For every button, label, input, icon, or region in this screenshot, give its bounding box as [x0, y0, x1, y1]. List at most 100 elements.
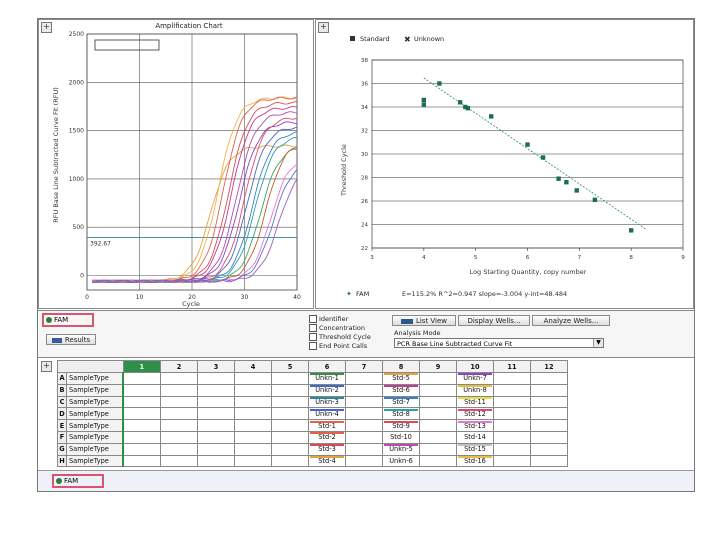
- sample-type-cell[interactable]: SampleType: [66, 383, 124, 397]
- plate-well[interactable]: [493, 372, 531, 385]
- plate-well[interactable]: [234, 395, 272, 409]
- plate-well[interactable]: Std-9: [382, 419, 420, 432]
- plate-well[interactable]: [160, 454, 198, 468]
- column-header[interactable]: 8: [382, 360, 420, 373]
- row-header[interactable]: D: [57, 407, 67, 421]
- sample-type-cell[interactable]: SampleType: [66, 372, 124, 385]
- display-wells-button[interactable]: Display Wells...: [458, 315, 530, 326]
- sample-type-cell[interactable]: SampleType: [66, 442, 124, 456]
- plate-well[interactable]: [160, 407, 198, 421]
- plate-well[interactable]: [122, 383, 161, 397]
- plate-well[interactable]: [160, 419, 198, 432]
- plate-well[interactable]: [197, 419, 235, 432]
- plate-well[interactable]: Std-4: [308, 454, 346, 468]
- plate-well[interactable]: [122, 430, 161, 444]
- plate-well[interactable]: Std-6: [382, 383, 420, 397]
- plate-well[interactable]: Unkn-1: [308, 372, 346, 385]
- plate-well[interactable]: [419, 442, 457, 456]
- plate-well[interactable]: [234, 454, 272, 468]
- plate-well[interactable]: [197, 383, 235, 397]
- column-header[interactable]: 1: [122, 360, 161, 373]
- row-header[interactable]: E: [57, 419, 67, 432]
- column-header[interactable]: 11: [493, 360, 531, 373]
- plate-well[interactable]: Std-1: [308, 419, 346, 432]
- plate-well[interactable]: [530, 430, 568, 444]
- chevron-down-icon[interactable]: ▼: [593, 339, 603, 347]
- plate-well[interactable]: [234, 407, 272, 421]
- results-button[interactable]: Results: [46, 334, 96, 345]
- checkbox-identifier[interactable]: Identifier: [309, 315, 348, 323]
- row-header[interactable]: C: [57, 395, 67, 409]
- sample-type-cell[interactable]: SampleType: [66, 419, 124, 432]
- plate-well[interactable]: [493, 395, 531, 409]
- plate-well[interactable]: Std-15: [456, 442, 494, 456]
- row-header[interactable]: G: [57, 442, 67, 456]
- plate-well[interactable]: [197, 407, 235, 421]
- plate-well[interactable]: Std-2: [308, 430, 346, 444]
- analysis-mode-select[interactable]: PCR Base Line Subtracted Curve Fit ▼: [394, 338, 604, 348]
- plate-well[interactable]: Std-13: [456, 419, 494, 432]
- sample-type-cell[interactable]: SampleType: [66, 395, 124, 409]
- plate-well[interactable]: [271, 419, 309, 432]
- plate-well[interactable]: [419, 454, 457, 468]
- plate-well[interactable]: Unkn-8: [456, 383, 494, 397]
- plate-well[interactable]: [234, 419, 272, 432]
- plate-well[interactable]: [122, 372, 161, 385]
- plate-well[interactable]: [197, 454, 235, 468]
- analyze-wells-button[interactable]: Analyze Wells...: [532, 315, 610, 326]
- plate-well[interactable]: [271, 372, 309, 385]
- plate-well[interactable]: Std-7: [382, 395, 420, 409]
- plate-well[interactable]: [271, 407, 309, 421]
- expand-icon[interactable]: +: [41, 22, 52, 33]
- plate-well[interactable]: Unkn-2: [308, 383, 346, 397]
- plate-well[interactable]: [345, 383, 383, 397]
- plate-well[interactable]: [419, 419, 457, 432]
- list-view-button[interactable]: List View: [392, 315, 456, 326]
- plate-well[interactable]: [530, 454, 568, 468]
- plate-well[interactable]: [493, 454, 531, 468]
- plate-well[interactable]: Std-12: [456, 407, 494, 421]
- plate-well[interactable]: [530, 442, 568, 456]
- plate-well[interactable]: [345, 407, 383, 421]
- checkbox-threshold-cycle[interactable]: Threshold Cycle: [309, 333, 371, 341]
- checkbox-concentration[interactable]: Concentration: [309, 324, 365, 332]
- plate-well[interactable]: [197, 430, 235, 444]
- row-header[interactable]: F: [57, 430, 67, 444]
- column-header[interactable]: 10: [456, 360, 494, 373]
- plate-well[interactable]: Unkn-4: [308, 407, 346, 421]
- plate-well[interactable]: [530, 419, 568, 432]
- plate-well[interactable]: Unkn-6: [382, 454, 420, 468]
- row-header[interactable]: B: [57, 383, 67, 397]
- plate-well[interactable]: Std-3: [308, 442, 346, 456]
- plate-well[interactable]: [271, 383, 309, 397]
- plate-well[interactable]: Unkn-5: [382, 442, 420, 456]
- plate-well[interactable]: [419, 372, 457, 385]
- plate-well[interactable]: [345, 430, 383, 444]
- plate-well[interactable]: Std-5: [382, 372, 420, 385]
- plate-well[interactable]: Std-11: [456, 395, 494, 409]
- plate-well[interactable]: [419, 395, 457, 409]
- plate-well[interactable]: [271, 395, 309, 409]
- plate-well[interactable]: [345, 372, 383, 385]
- column-header[interactable]: 3: [197, 360, 235, 373]
- column-header[interactable]: 6: [308, 360, 346, 373]
- expand-icon[interactable]: +: [318, 22, 329, 33]
- plate-well[interactable]: Std-10: [382, 430, 420, 444]
- checkbox-end-point-calls[interactable]: End Point Calls: [309, 342, 367, 350]
- plate-well[interactable]: Unkn-3: [308, 395, 346, 409]
- column-header[interactable]: 12: [530, 360, 568, 373]
- plate-well[interactable]: [122, 454, 161, 468]
- plate-well[interactable]: [122, 395, 161, 409]
- sample-type-cell[interactable]: SampleType: [66, 454, 124, 468]
- plate-well[interactable]: [493, 419, 531, 432]
- row-header[interactable]: H: [57, 454, 67, 468]
- fluor-tab[interactable]: FAM: [46, 316, 68, 324]
- plate-well[interactable]: [419, 430, 457, 444]
- plate-well[interactable]: Std-14: [456, 430, 494, 444]
- plate-well[interactable]: [271, 454, 309, 468]
- plate-well[interactable]: [419, 383, 457, 397]
- column-header[interactable]: 4: [234, 360, 272, 373]
- plate-well[interactable]: [345, 442, 383, 456]
- plate-well[interactable]: [122, 419, 161, 432]
- plate-well[interactable]: [271, 430, 309, 444]
